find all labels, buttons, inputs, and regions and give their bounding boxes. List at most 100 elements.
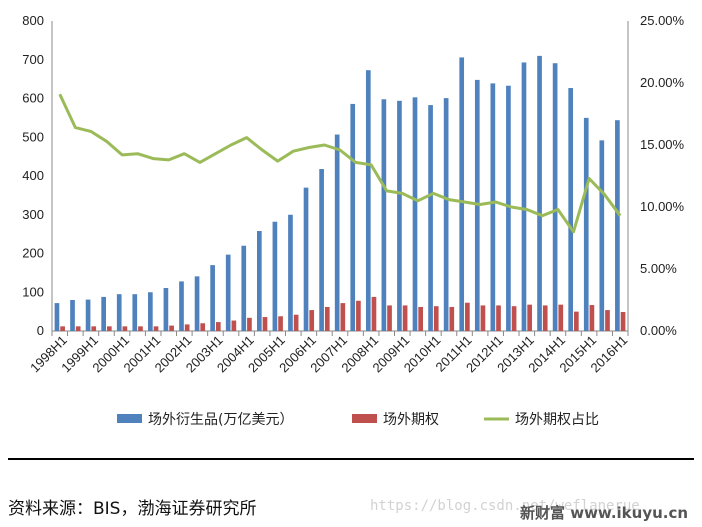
y-left-tick-label: 700 bbox=[22, 52, 44, 67]
bar-otc-options bbox=[402, 305, 408, 331]
y-left-tick-label: 100 bbox=[22, 284, 44, 299]
bar-otc-derivatives bbox=[101, 296, 106, 331]
y-left-tick-label: 600 bbox=[22, 91, 44, 106]
bar-otc-options bbox=[387, 305, 392, 331]
bar-otc-options bbox=[542, 305, 548, 331]
chart-axes bbox=[51, 21, 629, 336]
bar-otc-options bbox=[309, 310, 315, 331]
bar-otc-options bbox=[589, 305, 595, 331]
y-right-tick-label: 15.00% bbox=[640, 137, 685, 152]
bar-otc-options bbox=[620, 312, 626, 331]
y-right-tick-labels: 0.00% 5.00% 10.00% 15.00% 20.00% 25.00% bbox=[640, 13, 685, 338]
source-note: 资料来源：BIS，渤海证券研究所 bbox=[8, 499, 257, 519]
bar-otc-derivatives bbox=[397, 100, 402, 331]
bar-otc-derivatives bbox=[272, 221, 278, 331]
bar-otc-derivatives bbox=[428, 105, 433, 332]
bar-otc-options bbox=[574, 311, 579, 331]
bar-otc-options bbox=[138, 326, 143, 331]
bar-otc-derivatives bbox=[288, 214, 293, 331]
y-left-tick-label: 400 bbox=[22, 168, 44, 183]
bar-otc-options bbox=[324, 306, 330, 331]
bar-otc-options bbox=[433, 306, 439, 331]
bar-otc-options bbox=[480, 305, 486, 331]
bar-otc-derivatives bbox=[334, 134, 340, 331]
y-right-tick-label: 10.00% bbox=[640, 199, 685, 214]
bar-otc-derivatives bbox=[70, 300, 75, 331]
bar-otc-options bbox=[356, 300, 361, 331]
bar-otc-options bbox=[60, 326, 65, 331]
watermark-logo: 新财富 www.ikuyu.cn bbox=[520, 504, 689, 522]
bar-otc-options bbox=[340, 303, 346, 331]
legend-label-1: 场外期权 bbox=[383, 412, 439, 428]
y-left-tick-label: 300 bbox=[22, 207, 44, 222]
bar-otc-derivatives bbox=[210, 265, 215, 331]
bar-otc-derivatives bbox=[552, 63, 558, 332]
bar-otc-derivatives bbox=[241, 245, 247, 331]
bar-otc-derivatives bbox=[412, 97, 418, 332]
legend-label-2: 场外期权占比 bbox=[515, 412, 599, 428]
bar-otc-options bbox=[449, 306, 455, 331]
bar-otc-derivatives bbox=[116, 294, 122, 331]
bar-otc-derivatives bbox=[179, 281, 184, 331]
bar-otc-derivatives bbox=[365, 70, 371, 332]
line-otc-options-ratio bbox=[58, 93, 622, 234]
legend-swatch-1 bbox=[352, 414, 377, 423]
bar-otc-derivatives bbox=[568, 88, 574, 331]
bar-otc-derivatives bbox=[194, 276, 200, 331]
bar-otc-derivatives bbox=[599, 140, 605, 331]
bar-otc-derivatives bbox=[163, 287, 169, 331]
bar-otc-derivatives bbox=[521, 62, 527, 332]
bar-otc-options bbox=[511, 306, 517, 331]
bar-otc-options bbox=[247, 317, 252, 331]
legend-swatch-0 bbox=[117, 414, 142, 423]
bar-otc-options bbox=[605, 310, 610, 331]
bar-otc-options bbox=[465, 302, 470, 331]
y-left-tick-labels: 0 100 200 300 400 500 600 700 800 bbox=[22, 13, 44, 338]
bar-otc-options bbox=[293, 314, 299, 331]
bar-otc-derivatives bbox=[54, 303, 60, 331]
bar-otc-options bbox=[91, 326, 97, 331]
series-otc-options-ratio bbox=[58, 93, 622, 234]
bar-otc-derivatives bbox=[303, 187, 309, 331]
bar-otc-options bbox=[75, 326, 81, 331]
bar-otc-options bbox=[231, 320, 237, 331]
series-otc-options bbox=[60, 296, 626, 331]
y-right-tick-label: 0.00% bbox=[640, 323, 677, 338]
y-right-tick-label: 20.00% bbox=[640, 75, 685, 90]
bar-otc-derivatives bbox=[443, 98, 449, 331]
bar-otc-derivatives bbox=[615, 120, 620, 331]
bar-otc-derivatives bbox=[225, 254, 231, 331]
bar-otc-options bbox=[215, 322, 221, 331]
bar-otc-derivatives bbox=[381, 99, 387, 332]
footer-divider bbox=[8, 458, 694, 460]
bar-otc-options bbox=[278, 316, 283, 331]
bar-otc-derivatives bbox=[256, 231, 262, 331]
y-right-tick-label: 5.00% bbox=[640, 261, 677, 276]
bar-otc-options bbox=[262, 317, 268, 331]
chart: 0 100 200 300 400 500 600 700 800 0.00% 5.00% 10.0… bbox=[22, 13, 685, 428]
bar-otc-options bbox=[496, 305, 501, 331]
y-right-tick-label: 25.00% bbox=[640, 13, 685, 28]
bar-otc-options bbox=[558, 304, 564, 331]
bar-otc-derivatives bbox=[85, 299, 91, 331]
bar-otc-derivatives bbox=[148, 292, 153, 331]
bar-otc-options bbox=[527, 304, 532, 331]
y-left-tick-label: 0 bbox=[37, 323, 44, 338]
bar-otc-derivatives bbox=[537, 55, 542, 331]
bar-otc-options bbox=[184, 324, 190, 331]
bar-otc-derivatives bbox=[319, 169, 324, 331]
bar-otc-derivatives bbox=[583, 117, 589, 331]
y-left-tick-label: 500 bbox=[22, 129, 44, 144]
bar-otc-options bbox=[200, 323, 206, 331]
bar-otc-options bbox=[371, 296, 377, 331]
series-otc-derivatives bbox=[54, 55, 620, 332]
bar-otc-derivatives bbox=[490, 83, 496, 331]
bar-otc-options bbox=[122, 326, 128, 331]
bar-otc-options bbox=[169, 325, 174, 331]
x-tick-labels: 1998H11999H12000H12001H12002H12003H12004… bbox=[27, 333, 630, 376]
bar-otc-options bbox=[106, 326, 112, 331]
bar-otc-options bbox=[153, 326, 159, 331]
bar-otc-options bbox=[418, 306, 424, 331]
bar-otc-derivatives bbox=[506, 85, 511, 332]
bar-otc-derivatives bbox=[350, 103, 356, 331]
